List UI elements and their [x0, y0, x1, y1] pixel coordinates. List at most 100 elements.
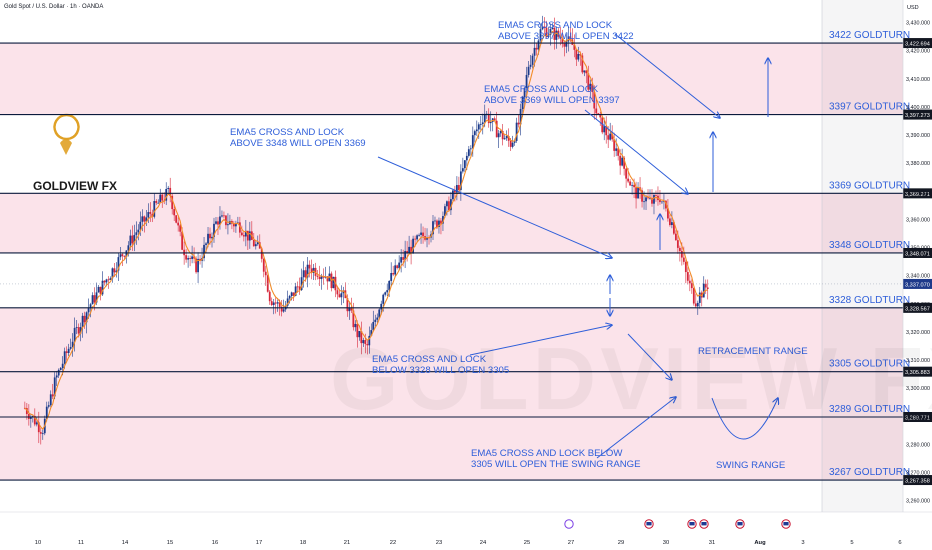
candle-body — [286, 298, 289, 306]
candle-body — [475, 129, 478, 132]
candle-body — [352, 310, 355, 328]
flag-canton-icon — [689, 522, 695, 526]
candle-body — [400, 257, 403, 263]
x-tick-label: 29 — [618, 540, 624, 546]
candle-body — [137, 229, 140, 233]
candle-body — [141, 216, 144, 222]
candle-body — [93, 295, 96, 303]
candle-body — [125, 250, 128, 257]
candle-body — [651, 197, 653, 204]
annotation-text: EMA5 CROSS AND LOCK — [372, 354, 487, 365]
candle-body — [209, 233, 211, 239]
y-tick-label: 3,340.000 — [906, 274, 930, 280]
candle-body — [676, 240, 679, 248]
candle-body — [501, 131, 504, 140]
last-price-tag — [903, 278, 932, 289]
candle-body — [294, 286, 297, 296]
candle-body — [543, 26, 546, 28]
candle-body — [619, 155, 622, 166]
candle-body — [304, 270, 307, 278]
candle-body — [525, 74, 528, 88]
candle-body — [358, 330, 361, 338]
candle-body — [489, 121, 492, 124]
candle-body — [71, 341, 74, 348]
candle-body — [575, 49, 578, 60]
candle-body — [627, 178, 630, 182]
candle-body — [191, 256, 193, 260]
x-tick-label: 5 — [850, 540, 853, 546]
candle-body — [298, 286, 301, 291]
y-tick-label: 3,370.000 — [906, 189, 930, 195]
candle-body — [83, 315, 86, 323]
candle-body — [121, 254, 124, 257]
candle-body — [625, 168, 628, 179]
candle-body — [459, 171, 462, 190]
candle-body — [233, 223, 235, 227]
candle-body — [131, 235, 134, 244]
candle-body — [667, 208, 669, 219]
level-price-tag-text: 3,289.771 — [905, 415, 930, 421]
candle-body — [288, 296, 291, 299]
candle-body — [111, 268, 114, 279]
candle-body — [290, 292, 293, 297]
candle-body — [342, 290, 345, 294]
candle-body — [416, 235, 418, 240]
candle-body — [81, 315, 84, 328]
candle-body — [33, 415, 36, 425]
candle-body — [85, 312, 88, 323]
candle-body — [408, 246, 411, 254]
candle-body — [129, 235, 132, 246]
candle-body — [446, 201, 448, 207]
candle-body — [340, 293, 343, 298]
candle-body — [448, 201, 450, 211]
candle-body — [348, 307, 351, 312]
candle-body — [238, 222, 241, 233]
candle-body — [404, 250, 407, 260]
logo-icon — [53, 113, 80, 141]
candle-body — [706, 287, 709, 289]
candle-body — [229, 220, 231, 225]
candle-body — [577, 53, 580, 60]
candle-body — [376, 317, 379, 320]
candle-body — [165, 188, 168, 201]
candle-body — [246, 230, 249, 241]
candle-body — [195, 258, 197, 273]
level-price-tag-text: 3,422.694 — [905, 42, 930, 48]
level-price-tag — [903, 475, 932, 486]
y-tick-label: 3,300.000 — [906, 386, 930, 392]
swing-range-curve — [711, 398, 778, 440]
candle-body — [523, 87, 526, 98]
candle-body — [527, 66, 530, 75]
x-tick-label: Aug — [754, 540, 766, 546]
event-marker-icon — [564, 519, 574, 529]
candle-body — [692, 288, 695, 304]
candle-body — [438, 220, 440, 228]
logo-text: GOLDVIEW FX — [33, 179, 117, 193]
goldturn-level-label: 3305 GOLDTURN — [829, 359, 910, 370]
goldturn-level-label: 3267 GOLDTURN — [829, 467, 910, 478]
y-tick-label: 3,290.000 — [906, 414, 930, 420]
watermark: GOLDVIEW FX — [330, 328, 932, 430]
candle-body — [452, 190, 454, 200]
candle-body — [463, 160, 466, 169]
candle-body — [704, 283, 707, 288]
candle-body — [115, 270, 118, 273]
candle-body — [278, 302, 281, 307]
candle-body — [67, 348, 70, 353]
x-tick-label: 25 — [524, 540, 530, 546]
goldturn-level-label: 3422 GOLDTURN — [829, 30, 910, 41]
flag-canton-icon — [646, 522, 652, 526]
candle-body — [633, 184, 635, 188]
candle-body — [31, 415, 34, 417]
candle-body — [613, 139, 616, 151]
candle-body — [655, 195, 657, 196]
candle-body — [254, 244, 257, 247]
candle-body — [179, 225, 182, 232]
projection-arrow — [377, 156, 612, 258]
candle-body — [99, 286, 102, 295]
candle-body — [671, 222, 673, 225]
candle-body — [688, 280, 691, 284]
candle-body — [680, 250, 683, 258]
candle-body — [414, 238, 416, 240]
